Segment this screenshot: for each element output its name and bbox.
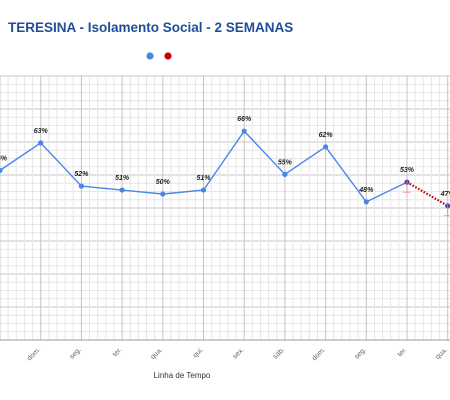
data-label: 53% — [400, 167, 415, 174]
x-tick-label: sáb. — [272, 346, 286, 360]
series-layer: 56% 63% 52% 51% 50% 51% 66% 55% 62% 48% 53% 47% — [0, 116, 450, 217]
series-line — [406, 181, 449, 207]
legend-marker — [164, 52, 172, 60]
x-tick-label: ter. — [112, 346, 124, 358]
x-tick-label: dom. — [311, 346, 327, 362]
data-point — [241, 128, 247, 134]
data-point — [323, 144, 329, 150]
x-tick-label: seg. — [69, 346, 83, 360]
data-label: 66% — [237, 116, 252, 123]
data-point — [282, 171, 288, 177]
x-tick-label: qua. — [435, 346, 450, 361]
data-point — [78, 183, 84, 189]
data-label: 63% — [34, 128, 49, 135]
data-label: 51% — [115, 175, 130, 182]
data-point — [119, 187, 125, 193]
data-point — [363, 199, 369, 205]
data-point — [200, 187, 207, 193]
data-point — [0, 167, 3, 174]
chart-title: TERESINA - Isolamento Social - 2 SEMANAS — [8, 20, 294, 35]
x-tick-label: ter. — [397, 346, 409, 358]
data-point — [160, 191, 166, 197]
data-label: 51% — [196, 175, 211, 182]
x-axis-label: Linha de Tempo — [153, 371, 211, 380]
x-tick-label: dom. — [26, 346, 42, 362]
x-tick-label: sáb. — [0, 346, 1, 360]
legend-marker — [146, 52, 154, 60]
data-label: 56% — [0, 155, 8, 162]
x-tick-label: sex. — [232, 346, 246, 360]
x-tick-label: qua. — [150, 346, 165, 361]
x-tick-labels: sáb. dom. seg. ter. qua. qui. sex. sáb. dom. seg.… — [0, 346, 449, 362]
data-label: 55% — [278, 159, 293, 166]
x-tick-label: qui. — [192, 346, 205, 359]
grid — [0, 75, 450, 341]
data-label: 48% — [358, 187, 374, 194]
data-label: 62% — [319, 132, 334, 139]
data-point — [38, 140, 44, 146]
x-tick-label: seg. — [353, 346, 367, 360]
data-label: 47% — [440, 191, 450, 198]
data-label: 50% — [156, 179, 171, 186]
legend — [146, 52, 172, 60]
data-label: 52% — [74, 171, 89, 178]
